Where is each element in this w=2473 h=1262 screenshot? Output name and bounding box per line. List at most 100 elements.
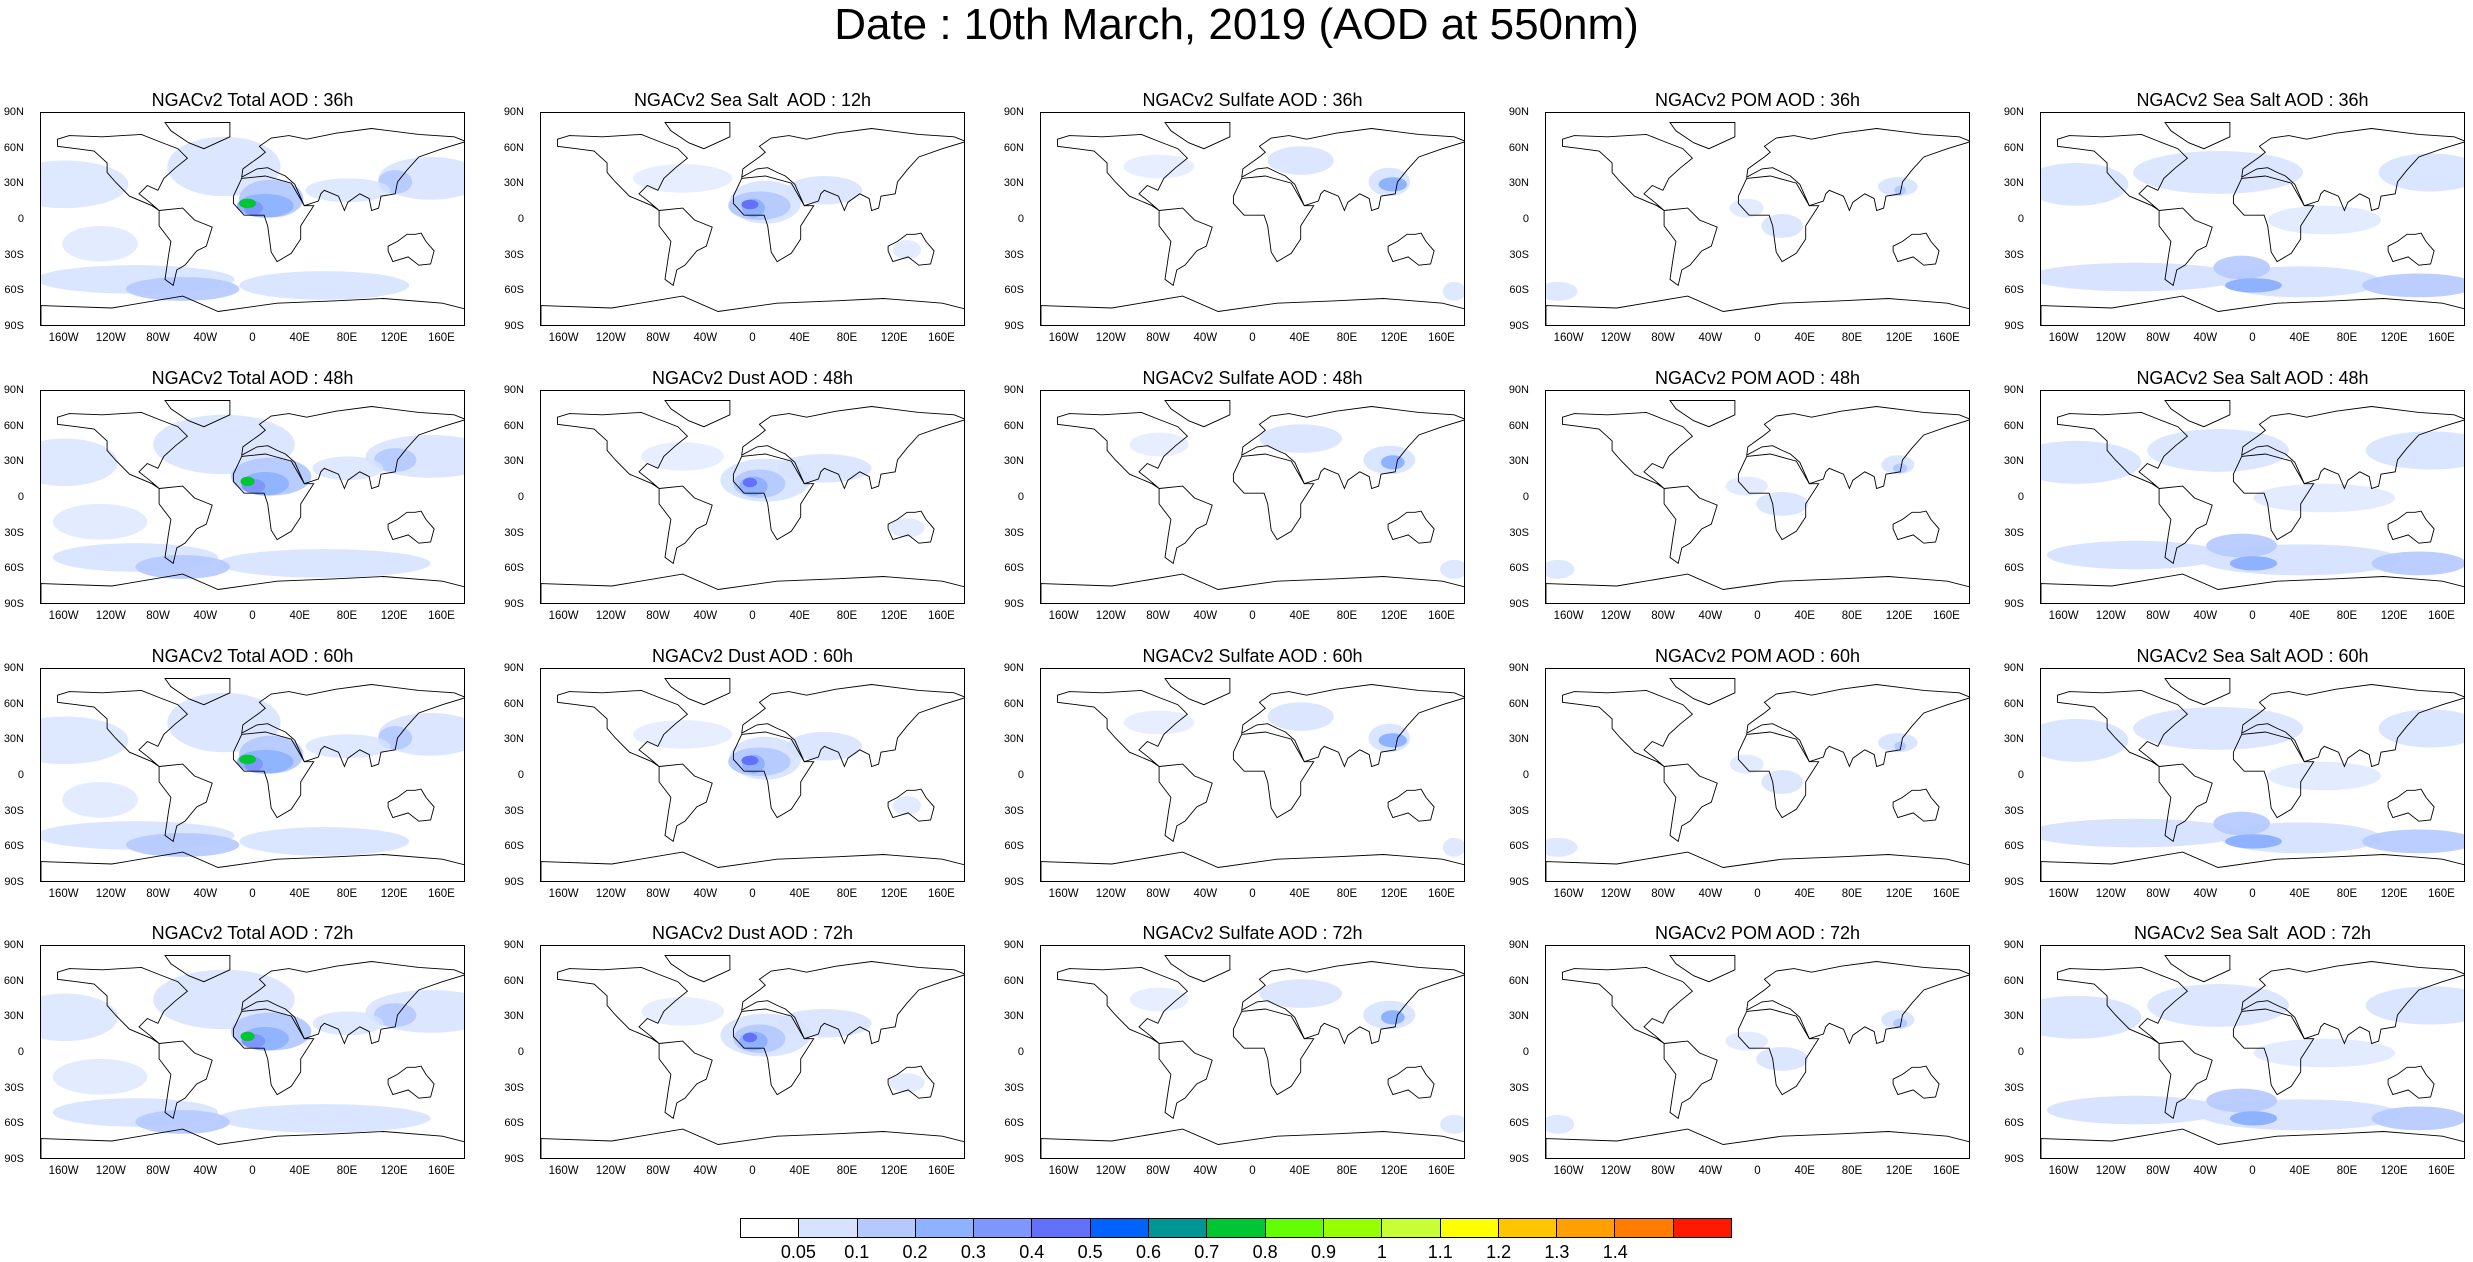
longitude-label: 80W <box>2146 888 2170 900</box>
map-panel: NGACv2 Sulfate AOD : 72h 90N 60N 30N 0 30S 60S… <box>1000 923 1470 1203</box>
longitude-label: 40W <box>1698 888 1723 900</box>
aod-map <box>1040 945 1465 1159</box>
coastline <box>1158 485 1213 565</box>
latitude-label: 0 <box>1017 491 1024 503</box>
longitude-label: 160W <box>548 610 579 622</box>
aod-plume <box>2267 205 2381 235</box>
coastline <box>2241 684 2464 768</box>
aod-map <box>40 390 465 604</box>
latitude-label: 90N <box>1003 106 1024 118</box>
latitude-label: 60S <box>2004 1117 2024 1130</box>
map-panel: NGACv2 Sea Salt AOD : 72h 90N 60N 30N 0 30S 60… <box>2000 923 2470 1203</box>
longitude-label: 0 <box>1754 610 1761 622</box>
longitude-label: 80W <box>1651 888 1675 900</box>
map-panel: NGACv2 POM AOD : 36h 90N 60N 30N 0 30S 60S 90S 1… <box>1505 90 1975 370</box>
coastline <box>2158 1040 2213 1120</box>
latitude-label: 90N <box>1508 939 1529 951</box>
longitude-label: 40E <box>789 888 810 900</box>
longitude-label: 80W <box>646 888 670 900</box>
coastline <box>887 510 935 544</box>
latitude-label: 30N <box>1508 1010 1529 1023</box>
aod-map <box>540 945 965 1159</box>
longitude-label: 120E <box>380 1165 408 1177</box>
longitude-label: 120W <box>1600 888 1631 900</box>
panel-title: NGACv2 Dust AOD : 48h <box>651 368 854 388</box>
latitude-label: 90S <box>1004 1153 1024 1165</box>
aod-plume <box>2206 1088 2278 1113</box>
latitude-label: 0 <box>1522 769 1529 781</box>
longitude-label: 40W <box>2193 1165 2218 1177</box>
colorbar-tick-label: 0.1 <box>844 1242 870 1262</box>
latitude-label: 90N <box>503 106 524 118</box>
longitude-label: 120E <box>1885 888 1913 900</box>
longitude-label: 40W <box>693 1165 718 1177</box>
map-panel: NGACv2 Total AOD : 60h 90N 60N 30N 0 30S 60S 90… <box>0 646 470 926</box>
colorbar-swatch <box>1090 1219 1150 1237</box>
aod-plume <box>741 199 759 210</box>
coastline <box>2164 678 2231 706</box>
longitude-label: 160E <box>1427 610 1455 622</box>
coastline <box>1158 207 1213 287</box>
map-panel: NGACv2 Sulfate AOD : 60h 90N 60N 30N 0 30S 60S… <box>1000 646 1470 926</box>
longitude-label: 80E <box>1336 888 1358 900</box>
latitude-label: 60N <box>2003 974 2024 987</box>
colorbar-swatch <box>1557 1219 1616 1237</box>
latitude-label: 30N <box>3 733 24 746</box>
longitude-label: 80E <box>336 610 358 622</box>
coastline <box>2241 406 2464 490</box>
longitude-label: 120E <box>880 888 908 900</box>
aod-plume <box>742 1032 758 1043</box>
aod-map <box>1040 668 1465 882</box>
coastline <box>2057 689 2189 767</box>
coastline <box>2232 1008 2315 1096</box>
latitude-label: 60N <box>1508 141 1529 154</box>
latitude-label: 0 <box>517 213 524 225</box>
longitude-label: 120E <box>1380 610 1408 622</box>
longitude-label: 160W <box>548 332 579 344</box>
longitude-label: 120W <box>95 332 126 344</box>
latitude-label: 60S <box>1004 284 1024 297</box>
coastline <box>1232 731 1315 819</box>
latitude-label: 60S <box>4 284 24 297</box>
latitude-label: 30S <box>1004 248 1024 261</box>
coastline <box>2158 207 2213 287</box>
longitude-label: 160E <box>2427 332 2455 344</box>
longitude-label: 160W <box>1048 332 1079 344</box>
latitude-label: 30N <box>2003 1010 2024 1023</box>
longitude-label: 160W <box>1553 610 1584 622</box>
map-panel: NGACv2 Sulfate AOD : 36h 90N 60N 30N 0 30S 60S… <box>1000 90 1470 370</box>
longitude-label: 160W <box>48 610 79 622</box>
longitude-label: 40W <box>193 888 218 900</box>
longitude-label: 80W <box>146 1165 170 1177</box>
longitude-label: 40W <box>693 332 718 344</box>
latitude-label: 90N <box>1508 384 1529 396</box>
aod-plume <box>2147 429 2289 472</box>
longitude-label: 120E <box>1380 888 1408 900</box>
latitude-label: 90S <box>504 320 524 332</box>
longitude-label: 80E <box>1336 610 1358 622</box>
longitude-label: 40E <box>289 1165 310 1177</box>
aod-plume <box>41 160 129 209</box>
aod-map-canvas <box>2041 400 2464 603</box>
coastline <box>1041 851 1464 881</box>
aod-plume <box>1378 733 1407 748</box>
longitude-label: 160W <box>2048 1165 2079 1177</box>
panel-title: NGACv2 POM AOD : 60h <box>1654 646 1861 666</box>
longitude-label: 40E <box>1289 610 1310 622</box>
aod-plume <box>1440 1114 1464 1134</box>
aod-map-canvas <box>1041 678 1464 881</box>
latitude-label: 90N <box>2003 106 2024 118</box>
aod-map-canvas <box>41 400 464 603</box>
coastline <box>1892 510 1940 544</box>
latitude-label: 60N <box>2003 697 2024 710</box>
coastline <box>1232 1008 1315 1096</box>
coastline <box>2387 1065 2435 1099</box>
latitude-label: 60N <box>1003 419 1024 432</box>
aod-map-canvas <box>41 678 464 881</box>
aod-map <box>2040 390 2465 604</box>
latitude-label: 60S <box>504 1117 524 1130</box>
longitude-label: 0 <box>1754 888 1761 900</box>
aod-plume <box>126 277 240 301</box>
longitude-label: 160W <box>2048 332 2079 344</box>
colorbar-swatch <box>1149 1219 1208 1237</box>
